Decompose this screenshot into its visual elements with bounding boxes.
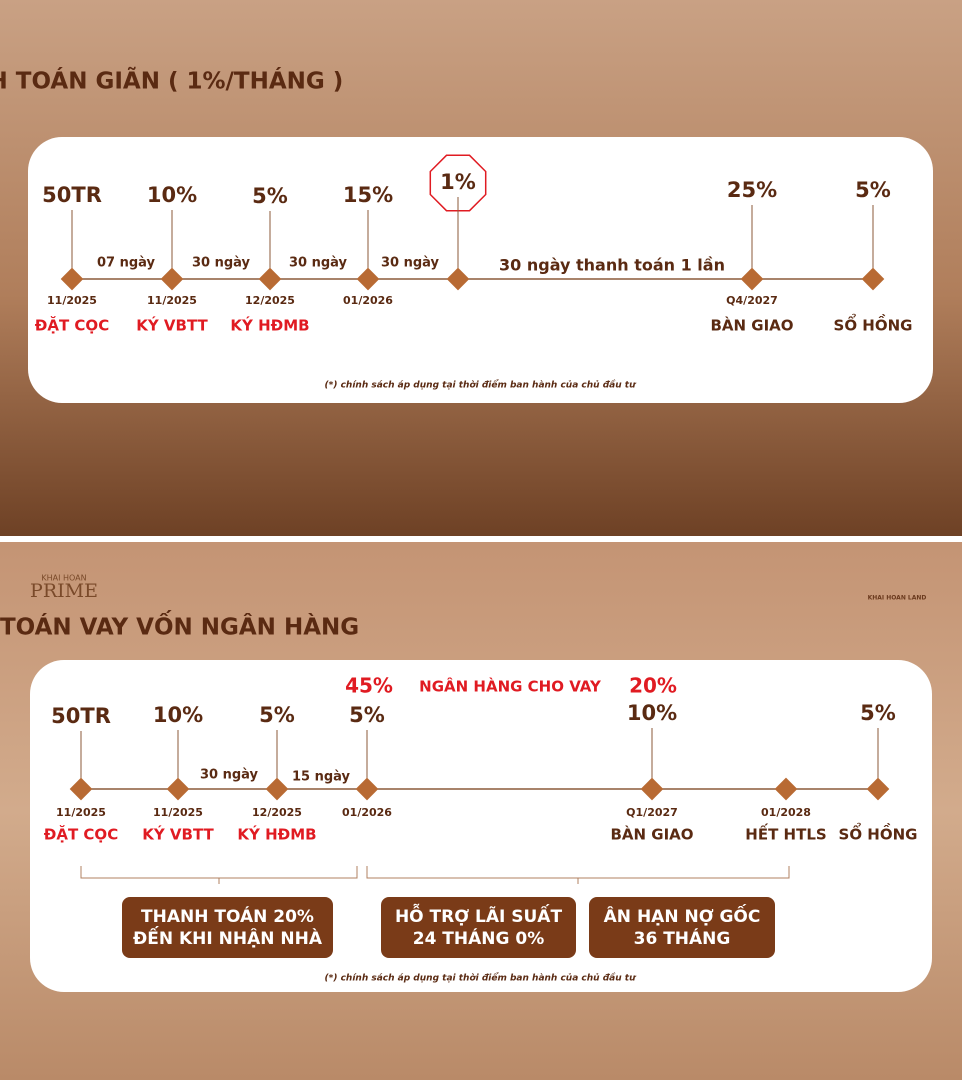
- milestone-value: 5%: [349, 703, 385, 727]
- loan-end: 20%: [629, 674, 677, 698]
- interval-label: 15 ngày: [292, 770, 351, 785]
- milestone-label: BÀN GIAO: [710, 316, 793, 335]
- info-box-text: HỖ TRỢ LÃI SUẤT: [395, 902, 562, 927]
- slide-title: LỰA CHỌN 2 : THANH TOÁN GIÃN ( 1%/THÁNG …: [0, 67, 343, 95]
- milestone-label: ĐẶT CỌC: [44, 824, 118, 844]
- milestone-marker: [355, 777, 379, 801]
- info-box-text: 36 THÁNG: [634, 927, 731, 949]
- milestone-date: Q1/2027: [626, 806, 678, 819]
- milestone-marker: [446, 267, 470, 291]
- footnote: (*) chính sách áp dụng tại thời điểm ban…: [325, 972, 638, 984]
- milestone-date: 12/2025: [245, 294, 295, 307]
- highlight-octagon: [429, 154, 487, 212]
- milestone-value: 25%: [727, 178, 777, 202]
- milestone-date: 01/2026: [343, 294, 393, 307]
- milestone-date: Q4/2027: [726, 294, 778, 307]
- interval-label: 30 ngày: [289, 256, 348, 271]
- milestone-value: 1%: [440, 170, 476, 194]
- interval-label: 30 ngày thanh toán 1 lần: [499, 256, 725, 275]
- milestone-label: SỔ HỒNG: [834, 313, 913, 335]
- milestone-value: 50TR: [42, 183, 102, 207]
- milestone-marker: [69, 777, 93, 801]
- milestone-date: 11/2025: [56, 806, 106, 819]
- milestone-label: BÀN GIAO: [610, 825, 693, 844]
- milestone-value: 10%: [147, 183, 197, 207]
- card: [28, 137, 933, 403]
- logo-name: PRIME: [30, 580, 98, 602]
- milestone-value: 5%: [259, 703, 295, 727]
- milestone-value: 50TR: [51, 704, 111, 728]
- info-box: [589, 897, 775, 958]
- info-box-text: ÂN HẠN NỢ GỐC: [604, 903, 761, 927]
- milestone-date: 01/2026: [342, 806, 392, 819]
- milestone-date: 12/2025: [252, 806, 302, 819]
- interval-label: 07 ngày: [97, 256, 156, 271]
- milestone-value: 5%: [855, 178, 891, 202]
- milestone-marker: [861, 267, 885, 291]
- milestone-label: HẾT HTLS: [745, 823, 826, 844]
- milestone-date: 11/2025: [153, 806, 203, 819]
- info-box-text: ĐẾN KHI NHẬN NHÀ: [133, 925, 323, 949]
- milestone-marker: [640, 777, 664, 801]
- interval-label: 30 ngày: [381, 256, 440, 271]
- milestone-date: 11/2025: [147, 294, 197, 307]
- milestone-label: ĐẶT CỌC: [35, 315, 109, 335]
- interval-label: 30 ngày: [192, 256, 251, 271]
- milestone-marker: [265, 777, 289, 801]
- milestone-value: 10%: [627, 701, 677, 725]
- milestone-label: KÝ HĐMB: [237, 825, 316, 844]
- milestone-marker: [258, 267, 282, 291]
- logo-right: KHAI HOAN LAND: [868, 595, 927, 602]
- footnote: (*) chính sách áp dụng tại thời điểm ban…: [325, 379, 638, 391]
- milestone-marker: [356, 267, 380, 291]
- bracket: [366, 866, 790, 884]
- milestone-value: 5%: [860, 701, 896, 725]
- slide-title: LỰA CHỌN 3 : THANH TOÁN VAY VỐN NGÂN HÀN…: [0, 610, 359, 641]
- bracket: [80, 866, 358, 884]
- milestone-date: 01/2028: [761, 806, 811, 819]
- info-box: [122, 897, 333, 958]
- logo-top: KHAI HOAN: [41, 574, 86, 583]
- milestone-marker: [774, 777, 798, 801]
- info-box-text: THANH TOÁN 20%: [141, 905, 314, 927]
- milestone-date: 11/2025: [47, 294, 97, 307]
- interval-label: 30 ngày: [200, 768, 259, 783]
- milestone-label: SỔ HỒNG: [839, 822, 918, 844]
- milestone-marker: [866, 777, 890, 801]
- milestone-value: 5%: [252, 184, 288, 208]
- milestone-value: 10%: [153, 703, 203, 727]
- info-box-text: 24 THÁNG 0%: [413, 927, 545, 949]
- milestone-marker: [740, 267, 764, 291]
- milestone-value: 15%: [343, 183, 393, 207]
- loan-start: 45%: [345, 674, 393, 698]
- milestone-label: KÝ HĐMB: [230, 316, 309, 335]
- milestone-label: KÝ VBTT: [136, 316, 208, 335]
- loan-label: NGÂN HÀNG CHO VAY: [419, 677, 602, 696]
- milestone-label: KÝ VBTT: [142, 825, 214, 844]
- info-box: [381, 897, 576, 958]
